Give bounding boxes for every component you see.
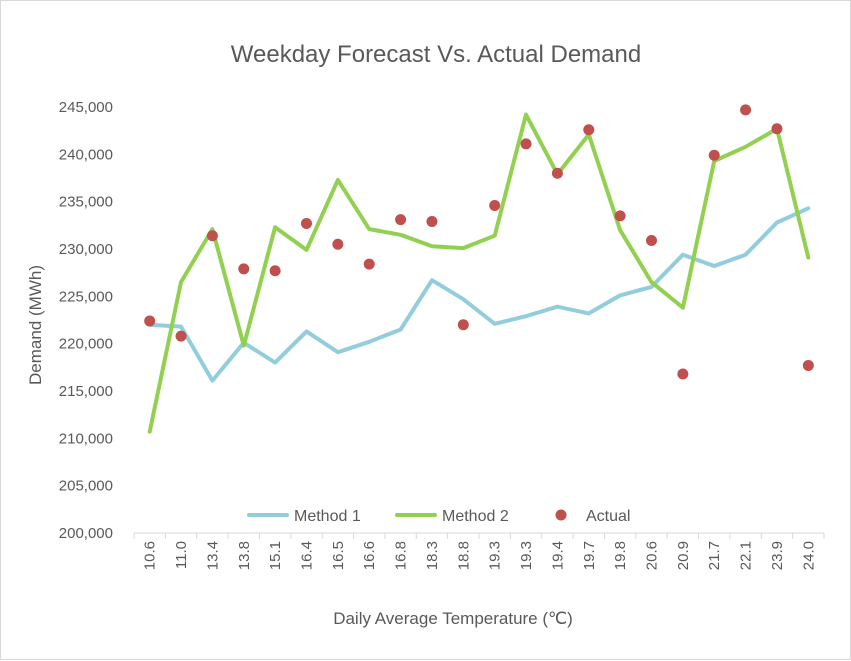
x-tick-label: 20.6 [644, 541, 661, 570]
x-tick-label: 18.3 [424, 541, 441, 570]
x-tick-label: 11.0 [173, 541, 190, 569]
x-tick-label: 10.6 [142, 541, 159, 570]
data-point-actual [395, 214, 407, 226]
x-tick-label: 18.8 [455, 541, 472, 570]
x-tick-label: 24.0 [800, 541, 817, 570]
chart-title: Weekday Forecast Vs. Actual Demand [231, 41, 641, 68]
data-point-actual [363, 258, 375, 270]
x-tick-label: 23.9 [769, 541, 786, 570]
legend-swatch-actual [555, 509, 567, 521]
x-tick-label: 19.7 [581, 541, 598, 570]
y-axis-ticks: 200,000 205,000 210,000 215,000 220,000 225,0… [59, 99, 113, 542]
data-point-actual [175, 330, 187, 342]
data-point-actual [489, 199, 501, 211]
data-point-actual [551, 167, 563, 179]
data-point-actual [269, 265, 281, 277]
x-tick-label: 21.7 [706, 541, 723, 570]
data-point-actual [614, 210, 626, 222]
y-tick-label: 235,000 [59, 194, 113, 211]
legend: Method 1 Method 2 Actual [247, 508, 630, 525]
data-point-actual [740, 104, 752, 116]
x-tick-label: 16.8 [393, 541, 410, 570]
x-tick-label: 16.4 [299, 541, 316, 570]
x-tick-label: 15.1 [267, 541, 284, 570]
y-tick-label: 240,000 [59, 146, 113, 163]
x-axis-ticks: 10.6 11.0 13.4 13.8 15.1 16.4 16.5 16.6 16.8 18.3… [133, 533, 825, 570]
y-tick-label: 220,000 [59, 336, 113, 353]
x-tick-label: 20.9 [675, 541, 692, 570]
legend-label-method-1: Method 1 [294, 508, 361, 525]
series-group [144, 104, 814, 434]
y-tick-label: 230,000 [59, 241, 113, 258]
data-point-actual [301, 217, 312, 229]
x-tick-label: 19.3 [518, 541, 535, 570]
data-point-actual [708, 149, 720, 161]
legend-label-actual: Actual [586, 508, 630, 525]
y-tick-label: 205,000 [59, 478, 113, 495]
series-line-method-1 [147, 206, 811, 383]
x-axis-title: Daily Average Temperature (℃) [333, 609, 573, 628]
y-tick-label: 200,000 [59, 525, 113, 542]
x-tick-label: 22.1 [738, 541, 755, 570]
x-tick-label: 19.4 [549, 541, 566, 570]
x-tick-label: 16.5 [330, 541, 347, 570]
series-line-method-2 [147, 112, 811, 434]
data-point-actual [646, 234, 657, 246]
y-tick-label: 225,000 [59, 288, 113, 305]
x-tick-label: 16.6 [361, 541, 378, 570]
data-point-actual [677, 368, 689, 380]
x-tick-label: 13.4 [204, 541, 221, 570]
data-point-actual [802, 359, 814, 371]
x-tick-label: 19.3 [487, 541, 504, 570]
y-tick-label: 210,000 [59, 430, 113, 447]
y-tick-label: 215,000 [59, 383, 113, 400]
y-tick-label: 245,000 [59, 99, 113, 116]
data-point-actual [520, 138, 532, 150]
data-point-actual [771, 123, 783, 135]
data-point-actual [426, 216, 438, 228]
x-tick-label: 13.8 [236, 541, 253, 570]
data-point-actual [206, 230, 218, 242]
data-point-actual [238, 263, 250, 275]
data-point-actual [144, 315, 156, 327]
y-axis-title: Demand (MWh) [26, 265, 45, 385]
data-point-actual [457, 319, 469, 331]
legend-label-method-2: Method 2 [442, 508, 509, 525]
data-point-actual [583, 124, 595, 136]
data-point-actual [332, 238, 344, 250]
x-tick-label: 19.8 [612, 541, 629, 570]
